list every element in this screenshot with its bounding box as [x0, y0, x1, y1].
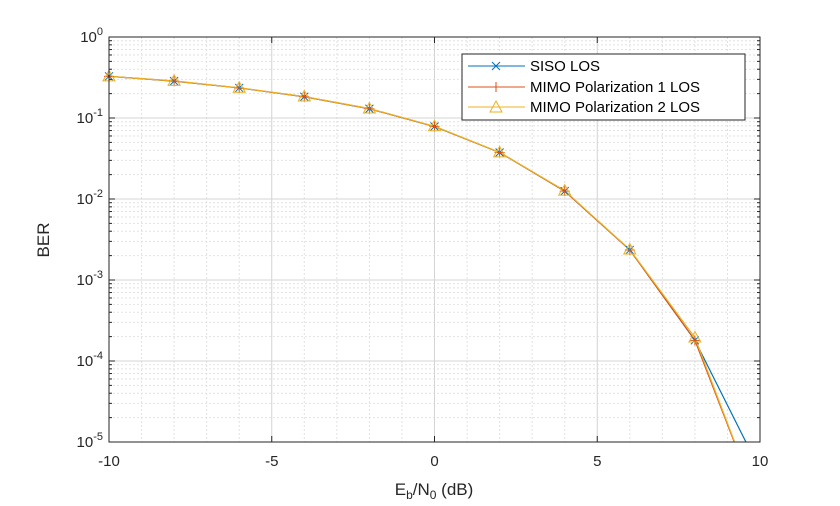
legend-item-siso-los: SISO LOS [468, 58, 600, 75]
legend-label-mimo-pol1: MIMO Polarization 1 LOS [530, 79, 700, 96]
legend: SISO LOS MIMO Polarization 1 LOS MIMO Po… [461, 53, 746, 121]
y-tick-label: 10-1 [77, 107, 103, 127]
legend-item-mimo-pol1: MIMO Polarization 1 LOS [468, 79, 700, 96]
series-marker-2 [492, 145, 507, 158]
marker-layer [102, 69, 702, 346]
y-tick-label: 10-5 [77, 431, 103, 451]
y-tick-label: 10-4 [77, 350, 103, 370]
legend-label-mimo-pol2: MIMO Polarization 2 LOS [530, 99, 700, 116]
legend-label-siso: SISO LOS [530, 58, 600, 75]
x-tick-label: -10 [98, 453, 120, 470]
legend-item-mimo-pol2: MIMO Polarization 2 LOS [468, 99, 700, 116]
x-tick-label: -5 [265, 453, 278, 470]
legend-marker-mimo-pol2 [489, 99, 503, 113]
series-marker-2 [297, 89, 312, 102]
legend-marker-mimo-pol1 [491, 82, 501, 92]
x-axis-label: Eb/N0 (dB) [395, 480, 474, 502]
y-tick-label: 100 [80, 26, 103, 46]
series-marker-2 [557, 183, 572, 196]
y-tick-label: 10-2 [77, 188, 103, 208]
series-marker-2 [688, 330, 702, 343]
series-marker-2 [427, 119, 442, 132]
y-tick-label: 10-3 [77, 269, 103, 289]
series-marker-1 [689, 335, 700, 346]
legend-marker-siso [491, 61, 501, 71]
series-marker-2 [362, 101, 377, 114]
series-marker-2 [622, 242, 637, 255]
x-tick-label: 10 [752, 453, 769, 470]
x-tick-label: 5 [593, 453, 601, 470]
series-marker-2 [167, 73, 181, 86]
x-tick-label: 0 [430, 453, 438, 470]
ticks: -10 -5 0 5 10 100 10-1 10-2 10-3 10-4 10-5 [77, 26, 769, 470]
series-marker-2 [232, 80, 247, 93]
y-axis-label: BER [34, 223, 53, 258]
